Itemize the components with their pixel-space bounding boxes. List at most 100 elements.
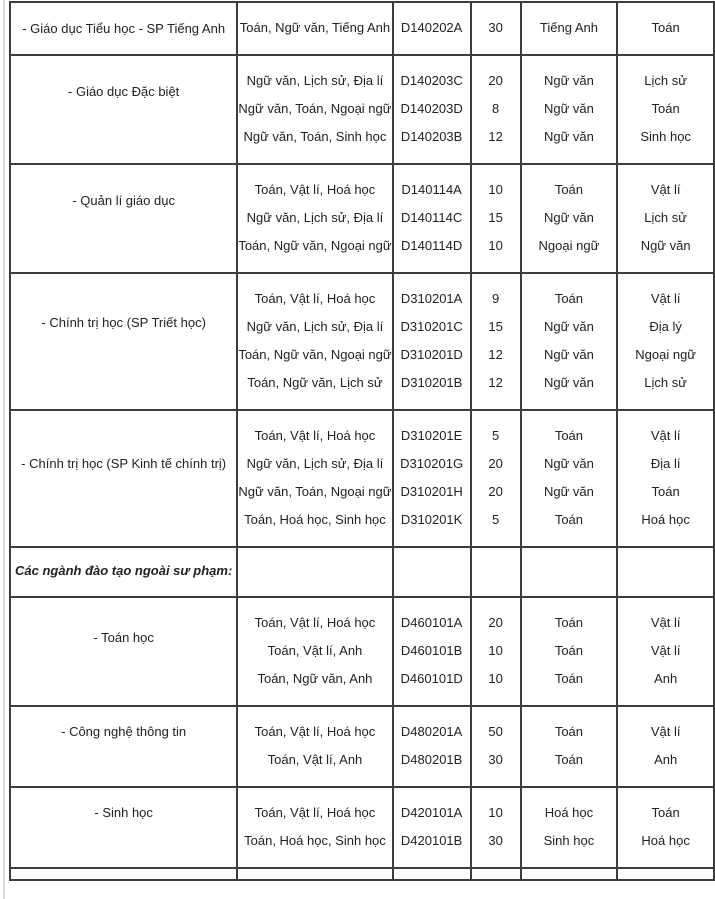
program-name: - Quản lí giáo dục [8, 163, 239, 274]
program-code: D140203B [400, 129, 463, 144]
main-subject: Ngữ văn [543, 319, 594, 334]
second-subject: Ngữ văn [640, 238, 691, 253]
main-subject: Ngữ văn [543, 129, 594, 144]
quota: 10 [488, 671, 503, 686]
program-code: D420101B [400, 833, 463, 848]
program-code: D140203C [400, 73, 463, 88]
main-subject: Toán [554, 671, 584, 686]
second-subject: Lịch sử [644, 73, 687, 88]
program-name: - Chính trị học (SP Triết học) [8, 272, 239, 411]
program-row: - Chính trị học (SP Kinh tế chính trị) To… [8, 409, 715, 548]
program-code: D310201H [400, 484, 463, 499]
main-subject: Toán [554, 752, 584, 767]
quota: 20 [488, 73, 503, 88]
subject-combination: Toán, Ngữ văn, Tiếng Anh [239, 20, 391, 35]
subject-combination: Toán, Vật lí, Anh [267, 643, 363, 658]
subject-combination: Ngữ văn, Lịch sử, Địa lí [246, 73, 384, 88]
subject-combination: Toán, Ngữ văn, Lịch sử [247, 375, 383, 390]
subject-combination-cell: Toán, Vật lí, Hoá học Toán, Hoá học, Sinh… [236, 786, 394, 869]
next-row [8, 867, 715, 881]
quota: 10 [488, 182, 503, 197]
quota: 20 [488, 615, 503, 630]
program-code-cell: D420101A D420101B [391, 786, 472, 869]
main-subject-cell: Toán Toán [519, 705, 619, 788]
main-subject-cell: Tiếng Anh [519, 1, 619, 56]
second-subject: Vật lí [650, 428, 681, 443]
quota: 15 [488, 210, 503, 225]
program-code-cell: D310201E D310201G D310201H D310201K [391, 409, 472, 548]
subject-combination: Toán, Vật lí, Hoá học [254, 182, 376, 197]
program-code: D310201G [400, 456, 464, 471]
subject-combination: Toán, Hoá học, Sinh học [244, 833, 386, 848]
main-subject: Ngữ văn [543, 73, 594, 88]
subject-combination: Toán, Vật lí, Anh [267, 752, 363, 767]
main-subject: Ngoại ngữ [538, 238, 600, 253]
main-subject: Toán [554, 428, 584, 443]
second-subject: Toán [651, 20, 680, 35]
program-code: D460101B [400, 643, 463, 658]
subject-combination: Toán, Ngữ văn, Ngoại ngữ [238, 347, 392, 362]
program-name: - Giáo dục Tiểu học - SP Tiếng Anh [8, 1, 239, 56]
second-subject: Lịch sử [644, 375, 687, 390]
main-subject: Tiếng Anh [539, 20, 598, 35]
subject-combination-cell: Ngữ văn, Lịch sử, Địa lí Ngữ văn, Toán, N… [236, 54, 394, 165]
subject-combination-cell: Toán, Vật lí, Hoá học Ngữ văn, Lịch sử, Đ… [236, 272, 394, 411]
subject-combination: Toán, Ngữ văn, Ngoại ngữ [238, 238, 392, 253]
subject-combination-cell: Toán, Vật lí, Hoá học Toán, Vật lí, Anh To… [236, 596, 394, 707]
program-code-cell: D310201A D310201C D310201D D310201B [391, 272, 472, 411]
program-code: D310201C [400, 319, 463, 334]
quota: 15 [488, 319, 503, 334]
program-row: - Công nghệ thông tin Toán, Vật lí, Hoá h… [8, 705, 715, 788]
subject-combination: Toán, Vật lí, Hoá học [254, 724, 376, 739]
program-code: D140202A [400, 20, 463, 35]
quota: 12 [488, 347, 503, 362]
page-edge [3, 0, 5, 899]
second-subject: Anh [654, 752, 678, 767]
main-subject-cell: Ngữ văn Ngữ văn Ngữ văn [519, 54, 619, 165]
program-code-cell: D140114A D140114C D140114D [391, 163, 472, 274]
empty-cell [236, 546, 394, 598]
quota-cell: 5 20 20 5 [469, 409, 522, 548]
empty-cell [391, 867, 472, 881]
subject-combination: Toán, Vật lí, Hoá học [254, 805, 376, 820]
quota: 20 [488, 456, 503, 471]
second-subject: Ngoại ngữ [635, 347, 697, 362]
main-subject: Toán [554, 291, 584, 306]
main-subject-cell: Toán Ngữ văn Ngoại ngữ [519, 163, 619, 274]
empty-cell [616, 867, 715, 881]
second-subject-cell: Vật lí Lịch sử Ngữ văn [616, 163, 715, 274]
main-subject: Ngữ văn [543, 484, 594, 499]
subject-combination: Ngữ văn, Lịch sử, Địa lí [246, 456, 384, 471]
program-code: D310201K [400, 512, 463, 527]
second-subject: Địa lí [650, 456, 681, 471]
main-subject: Hoá học [544, 805, 594, 820]
section-title: Các ngành đào tạo ngoài sư phạm: [8, 546, 239, 598]
quota: 5 [492, 428, 500, 443]
empty-cell [469, 867, 522, 881]
subject-combination: Ngữ văn, Toán, Ngoại ngữ [238, 484, 392, 499]
subject-combination-cell: Toán, Vật lí, Hoá học Ngữ văn, Lịch sử, Đ… [236, 409, 394, 548]
program-code: D140114A [401, 182, 462, 197]
empty-cell [469, 546, 522, 598]
empty-cell [391, 546, 472, 598]
program-name: - Toán học [8, 596, 239, 707]
empty-cell [519, 546, 619, 598]
quota: 12 [488, 375, 503, 390]
program-code: D460101D [400, 671, 463, 686]
quota-cell: 50 30 [469, 705, 522, 788]
second-subject: Hoá học [641, 512, 690, 527]
empty-cell [236, 867, 394, 881]
subject-combination: Toán, Vật lí, Hoá học [254, 291, 376, 306]
program-row: - Sinh học Toán, Vật lí, Hoá học Toán, Hoá… [8, 786, 715, 869]
subject-combination: Ngữ văn, Lịch sử, Địa lí [246, 210, 384, 225]
subject-combination: Ngữ văn, Toán, Sinh học [243, 129, 387, 144]
program-code: D310201B [400, 375, 463, 390]
second-subject-cell: Toán Hoá học [616, 786, 715, 869]
program-name: - Sinh học [8, 786, 239, 869]
empty-cell [519, 867, 619, 881]
quota: 5 [492, 512, 500, 527]
quota-cell: 10 15 10 [469, 163, 522, 274]
second-subject: Hoá học [641, 833, 690, 848]
second-subject: Vật lí [650, 643, 681, 658]
second-subject: Toán [651, 805, 680, 820]
